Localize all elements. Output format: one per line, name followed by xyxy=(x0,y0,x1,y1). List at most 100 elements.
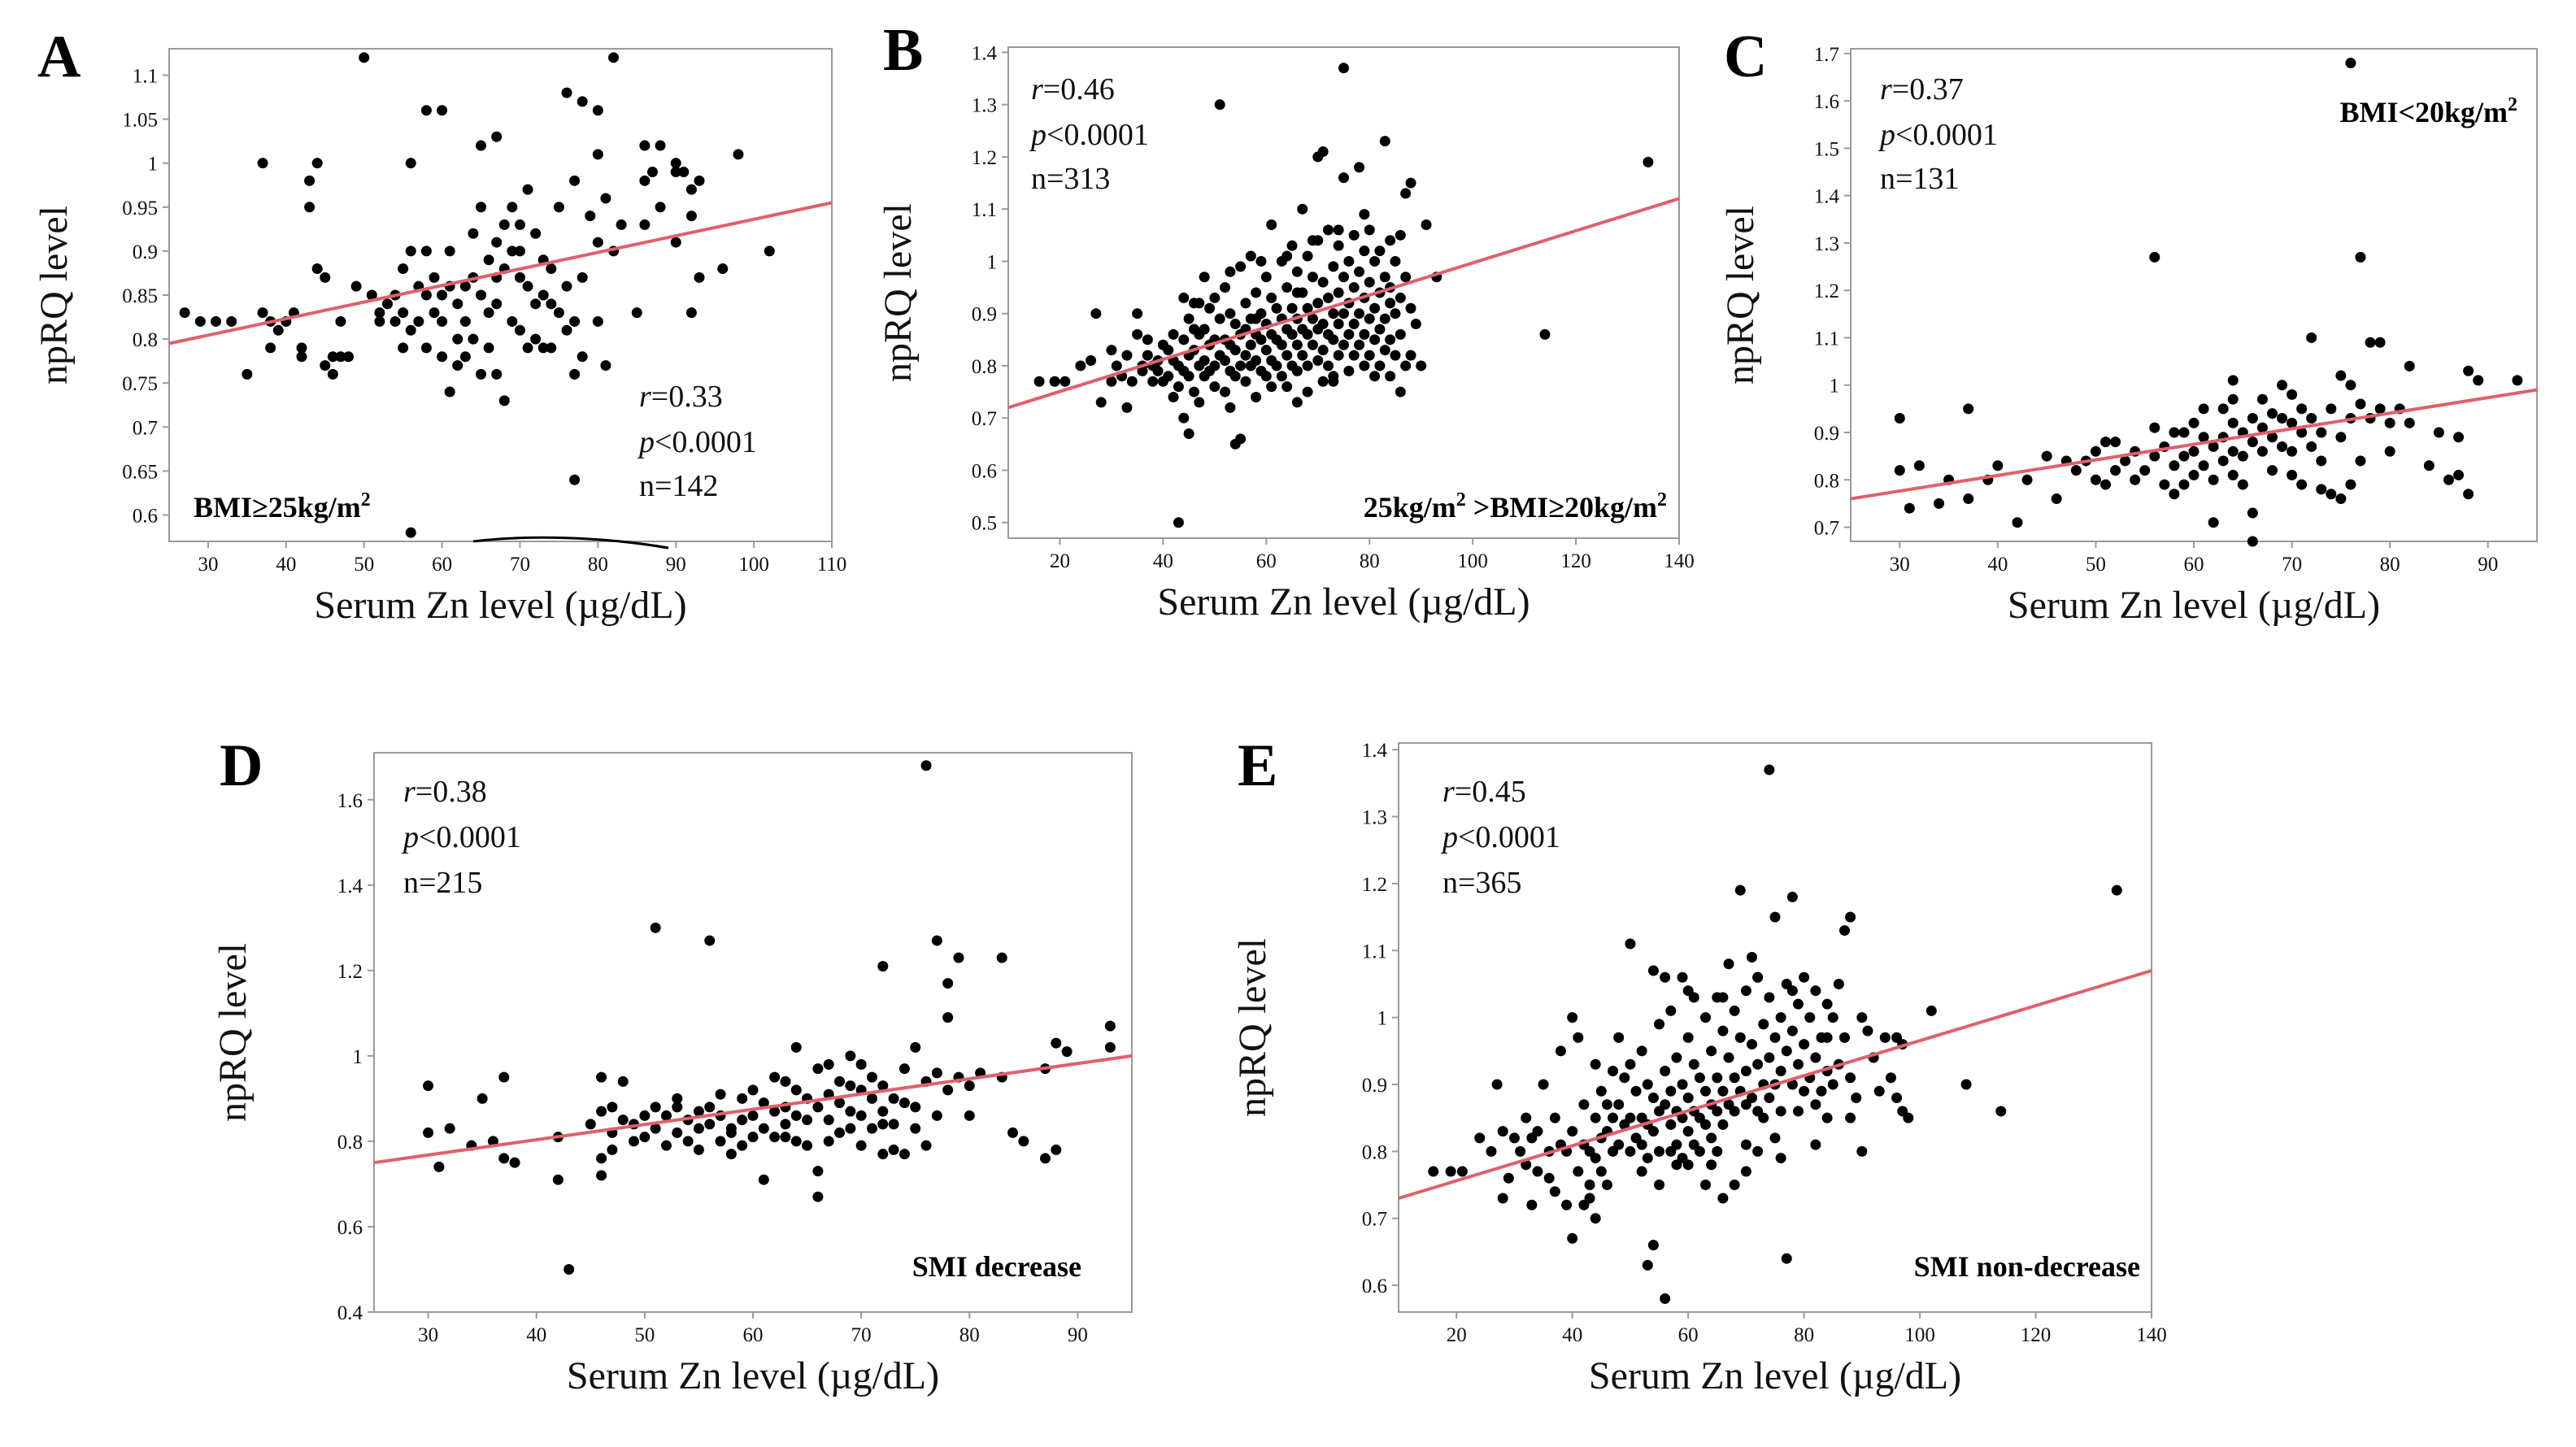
data-point xyxy=(877,1119,889,1130)
stat-p: p<0.0001 xyxy=(1878,118,1998,152)
data-point xyxy=(2384,417,2395,428)
x-tick-label: 50 xyxy=(354,554,374,576)
y-tick-label: 1.2 xyxy=(1362,874,1387,896)
data-point xyxy=(1810,1099,1821,1110)
data-point xyxy=(866,1123,877,1134)
data-point xyxy=(769,1106,781,1117)
stat-r: r=0.45 xyxy=(1442,775,1526,809)
data-point xyxy=(1456,1166,1468,1177)
data-point xyxy=(1168,392,1179,403)
data-point xyxy=(1590,1153,1601,1164)
data-point xyxy=(2355,398,2366,410)
y-tick-label: 1 xyxy=(1830,376,1840,398)
data-point xyxy=(459,315,471,327)
data-point xyxy=(1827,1012,1838,1023)
data-point xyxy=(2247,437,2258,448)
data-point xyxy=(790,1084,802,1096)
data-point xyxy=(1636,1166,1647,1177)
data-point xyxy=(381,298,393,310)
x-tick-label: 20 xyxy=(1050,550,1070,572)
data-point xyxy=(398,342,409,354)
data-point xyxy=(1764,992,1775,1003)
data-point xyxy=(1276,339,1287,350)
x-tick-label: 80 xyxy=(959,1324,980,1346)
data-point xyxy=(1573,1166,1584,1177)
data-point xyxy=(1204,302,1215,314)
y-tick-label: 0.85 xyxy=(122,285,158,307)
data-point xyxy=(802,1140,813,1151)
data-point xyxy=(2041,450,2052,462)
data-point xyxy=(1573,1032,1584,1043)
data-point xyxy=(942,1084,954,1096)
data-point xyxy=(1792,1058,1804,1070)
data-point xyxy=(1051,1037,1062,1049)
data-point xyxy=(2130,474,2141,485)
data-point xyxy=(1567,1232,1578,1244)
data-point xyxy=(1786,1025,1798,1036)
data-point xyxy=(2335,432,2347,443)
data-point xyxy=(899,1149,910,1160)
data-point xyxy=(1740,1066,1751,1077)
data-point xyxy=(1717,992,1729,1003)
data-point xyxy=(1775,1106,1786,1117)
stat-r: r=0.37 xyxy=(1880,72,1964,106)
data-point xyxy=(335,351,346,363)
data-point xyxy=(1307,272,1318,283)
data-point xyxy=(1786,891,1798,902)
data-point xyxy=(1338,308,1349,319)
data-point xyxy=(1752,1058,1764,1070)
data-point xyxy=(1260,371,1272,382)
data-point xyxy=(1194,397,1205,408)
data-point xyxy=(670,167,681,177)
data-point xyxy=(546,342,557,354)
data-point xyxy=(1199,324,1210,335)
y-tick-label: 0.8 xyxy=(133,329,158,351)
stat-r-value: =0.45 xyxy=(1455,775,1526,809)
data-point xyxy=(374,307,385,319)
data-point xyxy=(715,1089,726,1100)
data-point xyxy=(1758,1112,1769,1123)
data-point xyxy=(877,1106,889,1117)
y-axis-label: npRQ level xyxy=(1719,206,1762,385)
data-point xyxy=(1060,376,1071,387)
x-tick-label: 80 xyxy=(2380,554,2400,576)
data-point xyxy=(715,1136,726,1147)
data-point xyxy=(1497,1126,1508,1137)
data-point xyxy=(780,1119,791,1130)
data-point xyxy=(1286,302,1298,314)
data-point xyxy=(1317,376,1329,387)
data-point xyxy=(1671,1139,1682,1150)
data-point xyxy=(1291,339,1303,350)
data-point xyxy=(2345,380,2356,391)
x-axis-label: Serum Zn level (µg/dL) xyxy=(1157,580,1530,624)
group-label-text: SMI decrease xyxy=(912,1250,1081,1283)
data-point xyxy=(530,228,542,239)
data-point xyxy=(592,237,603,248)
data-point xyxy=(1903,1112,1914,1123)
data-point xyxy=(1740,1139,1751,1150)
y-tick-label: 1 xyxy=(148,154,159,176)
data-point xyxy=(812,1166,824,1177)
data-point xyxy=(476,140,487,151)
x-tick-label: 70 xyxy=(2282,554,2302,576)
data-point xyxy=(2335,370,2347,381)
data-point xyxy=(1317,319,1329,330)
y-tick-label: 1.2 xyxy=(1814,280,1839,302)
y-tick-label: 1.4 xyxy=(1814,186,1840,208)
stat-r-value: =0.33 xyxy=(651,380,723,414)
data-point xyxy=(2070,465,2082,476)
data-point xyxy=(758,1123,769,1134)
data-point xyxy=(780,1132,791,1143)
stat-n: n=142 xyxy=(639,469,718,503)
x-tick-label: 140 xyxy=(1664,550,1695,572)
data-point xyxy=(553,202,564,213)
data-point xyxy=(931,1067,942,1079)
data-point xyxy=(910,1123,921,1134)
data-point xyxy=(507,246,518,257)
data-point xyxy=(812,1102,824,1113)
data-point xyxy=(607,1102,618,1113)
data-point xyxy=(1333,240,1344,251)
data-point xyxy=(1369,371,1381,382)
data-point xyxy=(2287,469,2298,480)
data-point xyxy=(1764,1052,1775,1063)
